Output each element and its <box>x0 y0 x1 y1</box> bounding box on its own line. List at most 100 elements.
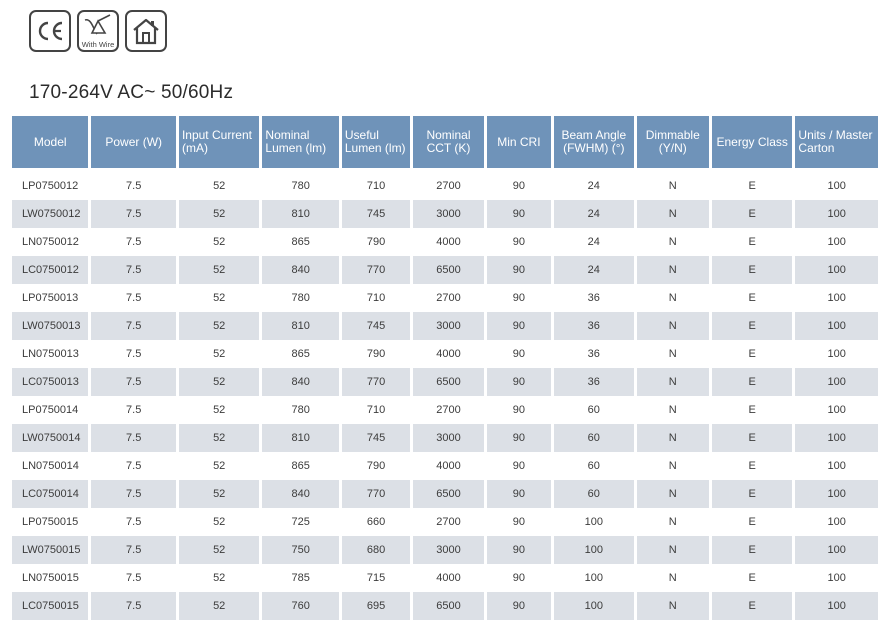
cell-input-current: 52 <box>178 368 260 396</box>
voltage-heading: 170-264V AC~ 50/60Hz <box>29 82 234 103</box>
cell-nominal-cct: 2700 <box>436 292 461 304</box>
cell-units-master-carton: 100 <box>795 256 878 284</box>
cell-energy-class: E <box>711 424 793 452</box>
table-row: LW0750012 7.5 52 810 745 3000 90 24 N E 100 <box>12 200 878 228</box>
cell-input-current: 52 <box>213 404 226 416</box>
cell-beam-angle: 24 <box>554 256 634 284</box>
cell-input-current: 52 <box>178 592 260 620</box>
header-col-model: Model <box>12 116 89 168</box>
header-line1: Model <box>33 134 67 149</box>
cell-input-current: 52 <box>213 460 226 472</box>
cell-energy-class: E <box>711 592 793 620</box>
cell-min-cri: 90 <box>486 368 552 396</box>
cell-nominal-cct: 2700 <box>436 516 461 528</box>
indoor-use-icon <box>125 10 167 52</box>
header-line2: (FWHM) (°) <box>563 141 625 155</box>
cell-nominal-cct: 6500 <box>413 368 484 396</box>
cell-nominal-lumen: 760 <box>262 592 339 620</box>
cell-min-cri: 90 <box>512 572 525 584</box>
cell-min-cri: 90 <box>486 480 552 508</box>
header-col-nominal-lumen: Nominal Lumen (lm) <box>262 116 339 168</box>
cell-energy-class: E <box>711 368 793 396</box>
cell-nominal-lumen: 810 <box>262 312 339 340</box>
header-line1: Dimmable <box>645 128 700 142</box>
cell-useful-lumen: 790 <box>366 460 386 472</box>
cell-nominal-cct: 3000 <box>413 200 484 228</box>
cell-useful-lumen: 790 <box>366 236 386 248</box>
cell-min-cri: 90 <box>486 424 552 452</box>
header-col-nominal-cct: Nominal CCT (K) <box>413 116 484 168</box>
cell-dimmable: N <box>636 480 709 508</box>
cell-units-master-carton: 100 <box>795 368 878 396</box>
cell-power: 7.5 <box>91 200 176 228</box>
cell-useful-lumen: 710 <box>341 168 411 200</box>
cell-useful-lumen: 770 <box>341 368 411 396</box>
table-row: LC0750013 7.5 52 840 770 6500 90 36 N E 100 <box>12 368 878 396</box>
table-row: LP0750013 7.5 52 780 710 2700 90 36 N E 100 <box>12 284 878 312</box>
cell-power: 7.5 <box>91 312 176 340</box>
cell-model: LW0750013 <box>12 312 89 340</box>
header-line1: Units / Master <box>798 128 873 142</box>
cell-nominal-lumen: 725 <box>291 516 310 528</box>
cell-power: 7.5 <box>126 460 142 472</box>
cell-input-current: 52 <box>213 572 226 584</box>
cell-power: 7.5 <box>91 168 176 200</box>
ce-mark-icon <box>29 10 71 52</box>
cell-nominal-cct: 4000 <box>436 348 461 360</box>
table-row: LN0750013 7.5 52 865 790 4000 90 36 N E 100 <box>12 340 878 368</box>
cell-power: 7.5 <box>91 424 176 452</box>
cell-dimmable: N <box>668 348 677 360</box>
cell-min-cri: 90 <box>486 200 552 228</box>
cell-dimmable: N <box>636 168 709 200</box>
cell-model: LN0750012 <box>22 236 79 248</box>
cell-energy-class: E <box>748 460 756 472</box>
cell-nominal-cct: 3000 <box>413 424 484 452</box>
cell-energy-class: E <box>711 256 793 284</box>
cell-power: 7.5 <box>91 592 176 620</box>
cell-energy-class: E <box>711 536 793 564</box>
cell-useful-lumen: 660 <box>366 516 386 528</box>
cell-energy-class: E <box>711 312 793 340</box>
cell-beam-angle: 60 <box>554 424 634 452</box>
cell-model: LN0750015 <box>22 572 79 584</box>
cell-units-master-carton: 100 <box>795 536 878 564</box>
cell-dimmable: N <box>668 404 677 416</box>
table-row: LN0750014 7.5 52 865 790 4000 90 60 N E 100 <box>12 452 878 480</box>
header-line2: CCT (K) <box>426 141 471 155</box>
cell-useful-lumen: 695 <box>341 592 411 620</box>
header-line2: (Y/N) <box>658 141 687 155</box>
cell-power: 7.5 <box>91 256 176 284</box>
cell-input-current: 52 <box>213 292 226 304</box>
table-row: LP0750015 7.5 52 725 660 2700 90 100 N E 100 <box>12 508 878 536</box>
cell-units-master-carton: 100 <box>795 200 878 228</box>
cell-model: LP0750015 <box>22 516 79 528</box>
header-line2: Carton <box>798 141 835 155</box>
table-row: LP0750012 7.5 52 780 710 2700 90 24 N E 100 <box>12 168 878 200</box>
cell-beam-angle: 100 <box>584 516 603 528</box>
table-row: LC0750014 7.5 52 840 770 6500 90 60 N E 100 <box>12 480 878 508</box>
cell-energy-class: E <box>748 236 756 248</box>
cell-nominal-lumen: 750 <box>262 536 339 564</box>
cell-nominal-cct: 4000 <box>436 460 461 472</box>
cell-energy-class: E <box>711 200 793 228</box>
cell-input-current: 52 <box>178 256 260 284</box>
header-col-units-master-carton: Units / Master Carton <box>795 116 878 168</box>
table-row: LC0750012 7.5 52 840 770 6500 90 24 N E 100 <box>12 256 878 284</box>
cell-min-cri: 90 <box>512 404 525 416</box>
cell-power: 7.5 <box>126 404 142 416</box>
cell-dimmable: N <box>636 536 709 564</box>
table-body: LP0750012 7.5 52 780 710 2700 90 24 N E 100 LW07500… <box>12 168 878 620</box>
cell-units-master-carton: 100 <box>827 348 846 360</box>
cell-units-master-carton: 100 <box>827 404 846 416</box>
cell-nominal-cct: 4000 <box>436 572 461 584</box>
cell-beam-angle: 60 <box>587 404 600 416</box>
cell-min-cri: 90 <box>512 348 525 360</box>
header-line2: (mA) <box>181 141 208 155</box>
cell-power: 7.5 <box>126 348 142 360</box>
cell-model: LN0750013 <box>22 348 79 360</box>
cell-beam-angle: 36 <box>587 292 600 304</box>
cell-beam-angle: 36 <box>554 368 634 396</box>
cell-nominal-lumen: 780 <box>291 292 310 304</box>
cell-beam-angle: 24 <box>554 200 634 228</box>
cell-nominal-cct: 3000 <box>413 536 484 564</box>
